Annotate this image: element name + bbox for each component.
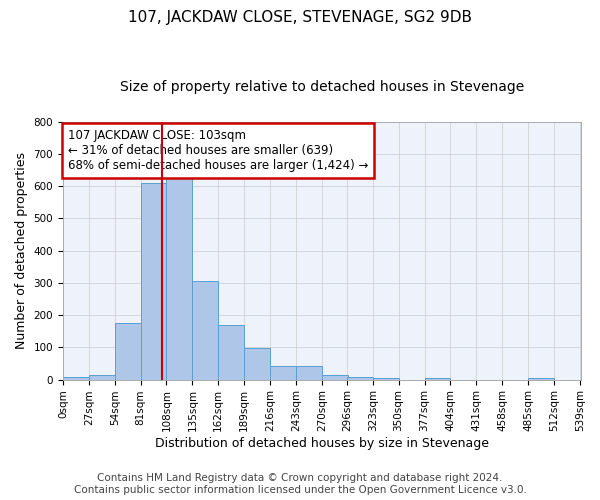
Bar: [63, 377, 89, 380]
Bar: [425, 378, 451, 380]
Bar: [115, 323, 140, 380]
Text: 107 JACKDAW CLOSE: 103sqm
← 31% of detached houses are smaller (639)
68% of semi: 107 JACKDAW CLOSE: 103sqm ← 31% of detac…: [68, 130, 368, 172]
Bar: [322, 375, 348, 380]
Bar: [528, 378, 554, 380]
Bar: [193, 281, 218, 380]
Bar: [166, 170, 193, 380]
Bar: [270, 366, 296, 380]
Bar: [296, 366, 322, 380]
Title: Size of property relative to detached houses in Stevenage: Size of property relative to detached ho…: [120, 80, 524, 94]
Bar: [244, 348, 270, 380]
Bar: [140, 183, 166, 380]
Text: 107, JACKDAW CLOSE, STEVENAGE, SG2 9DB: 107, JACKDAW CLOSE, STEVENAGE, SG2 9DB: [128, 10, 472, 25]
Text: Contains HM Land Registry data © Crown copyright and database right 2024.
Contai: Contains HM Land Registry data © Crown c…: [74, 474, 526, 495]
Bar: [218, 325, 244, 380]
Bar: [373, 378, 398, 380]
Bar: [89, 375, 115, 380]
X-axis label: Distribution of detached houses by size in Stevenage: Distribution of detached houses by size …: [155, 437, 489, 450]
Bar: [347, 377, 373, 380]
Y-axis label: Number of detached properties: Number of detached properties: [15, 152, 28, 349]
